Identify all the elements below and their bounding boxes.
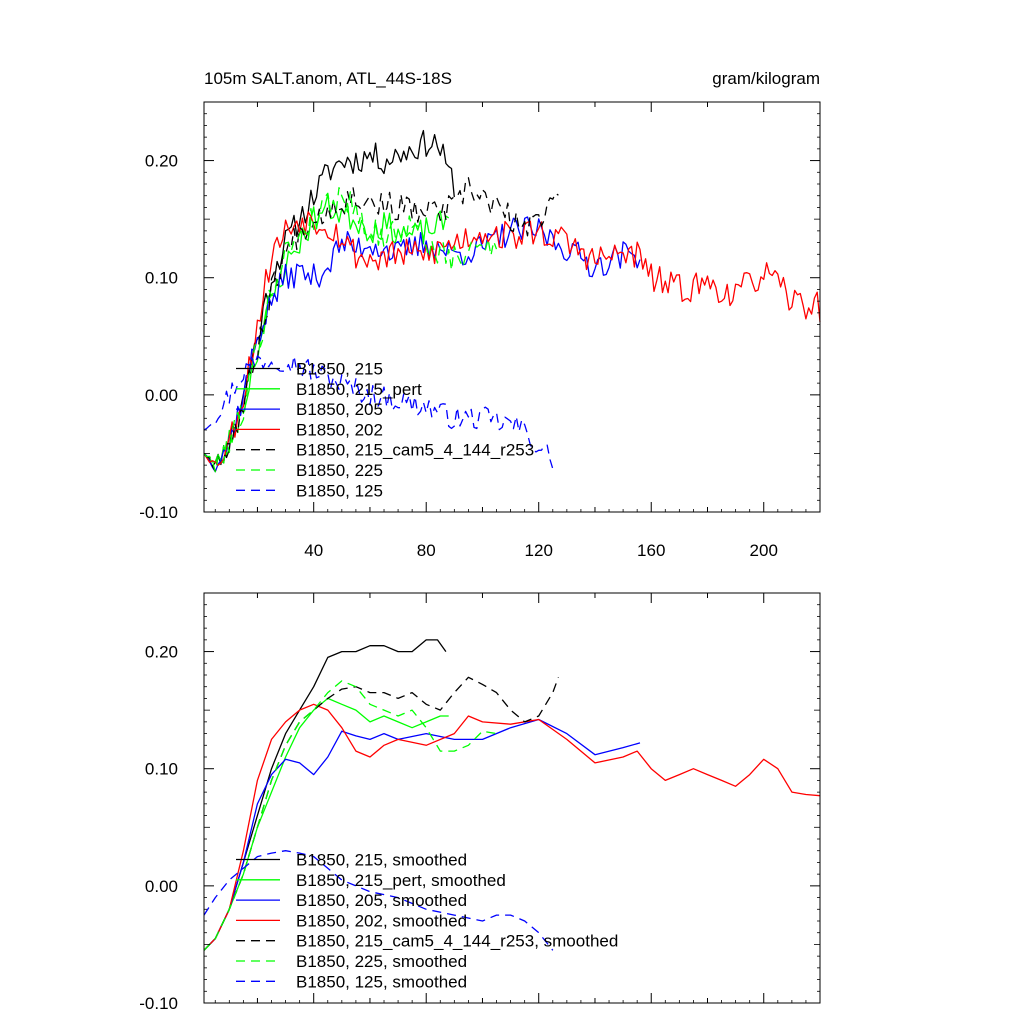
series-line	[203, 187, 498, 473]
series-group	[203, 129, 821, 473]
series-line	[203, 211, 821, 466]
x-tick-label: 120	[525, 541, 553, 560]
legend-label: B1850, 202	[296, 420, 383, 439]
legend-label: B1850, 205	[296, 400, 383, 419]
plot-frame	[203, 101, 821, 513]
series-line	[203, 850, 554, 951]
y-tick-label: 0.20	[145, 152, 178, 171]
y-tick-label: 0.10	[145, 269, 178, 288]
legend-label: B1850, 125	[296, 481, 383, 500]
x-tick-label: 40	[304, 541, 323, 560]
legend-label: B1850, 215	[296, 360, 383, 379]
x-tick-label: 160	[637, 541, 665, 560]
series-line	[203, 216, 641, 473]
legend-label: B1850, 225, smoothed	[296, 952, 467, 971]
series-group	[203, 639, 821, 951]
legend-label: B1850, 215_pert, smoothed	[296, 871, 506, 890]
series-line	[203, 718, 641, 951]
series-line	[203, 355, 554, 470]
plot-frame	[203, 592, 821, 1004]
x-tick-label: 80	[417, 541, 436, 560]
legend-label: B1850, 215, smoothed	[296, 851, 467, 870]
legend-label: B1850, 215_cam5_4_144_r253, smoothed	[296, 932, 618, 951]
y-tick-label: 0.10	[145, 760, 178, 779]
top-chart: 105m SALT.anom, ATL_44S-18S gram/kilogra…	[139, 69, 821, 560]
units-label: gram/kilogram	[712, 69, 820, 88]
legend-label: B1850, 215_pert	[296, 380, 422, 399]
legend-label: B1850, 215_cam5_4_144_r253	[296, 441, 534, 460]
y-tick-label: -0.10	[139, 503, 178, 522]
series-line	[203, 680, 497, 951]
axes: 40 80 120 160 200 -0.10 0.00 0.10 0.20	[139, 101, 821, 560]
chart-title: 105m SALT.anom, ATL_44S-18S	[204, 69, 452, 88]
y-tick-label: 0.20	[145, 643, 178, 662]
legend-label: B1850, 205, smoothed	[296, 891, 467, 910]
series-line	[203, 177, 559, 473]
x-tick-label: 200	[750, 541, 778, 560]
legend-label: B1850, 125, smoothed	[296, 972, 467, 991]
axes: -0.10 0.00 0.10 0.20	[139, 592, 821, 1013]
legend-label: B1850, 202, smoothed	[296, 911, 467, 930]
y-tick-label: 0.00	[145, 877, 178, 896]
legend-label: B1850, 225	[296, 461, 383, 480]
series-line	[203, 703, 821, 951]
y-tick-label: 0.00	[145, 386, 178, 405]
y-tick-label: -0.10	[139, 994, 178, 1013]
